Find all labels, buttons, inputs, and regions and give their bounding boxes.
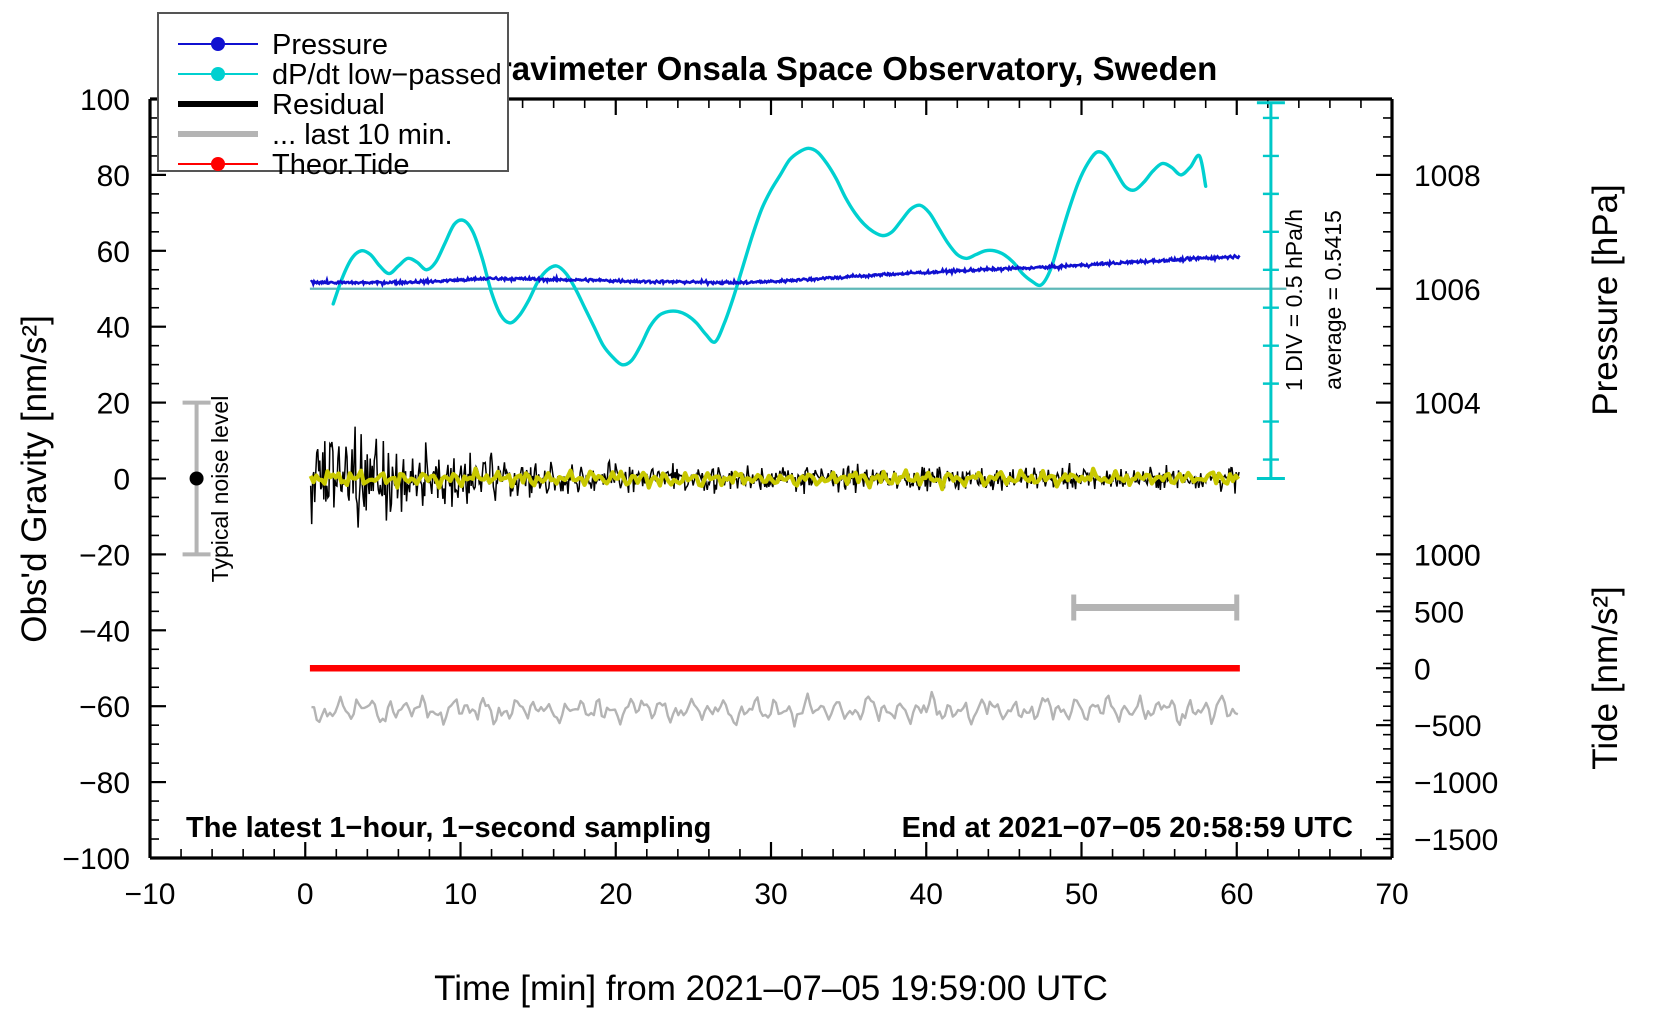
y-tick-label: 100	[80, 84, 130, 117]
legend-item-3[interactable]: Residual	[178, 89, 385, 121]
series-dpdt-lowpassed	[331, 146, 1208, 367]
x-tick-label: 50	[1065, 878, 1098, 911]
y-axis-title-left: Obs'd Gravity [nm/s²]	[15, 315, 54, 643]
series-pressure	[309, 253, 1241, 288]
legend-item-5[interactable]: Theor.Tide	[178, 149, 410, 181]
noise-bar-center-dot	[189, 471, 204, 486]
legend-item-2[interactable]: dP/dt low−passed	[178, 59, 502, 91]
legend-label: Residual	[272, 89, 385, 121]
series-last-10-min	[311, 690, 1239, 728]
legend-swatch-dot	[211, 37, 225, 51]
annotations-group	[182, 101, 1285, 621]
y-tick-label: 60	[97, 236, 130, 269]
y-tick-label: −80	[79, 767, 130, 800]
y-tick-label: −100	[62, 843, 130, 876]
pressure-tick-label: 1008	[1414, 160, 1481, 193]
legend-swatch-dot	[211, 157, 225, 171]
data-series-group	[308, 146, 1287, 728]
y-tick-label: −60	[79, 691, 130, 724]
y-tick-label: 20	[97, 388, 130, 421]
y-tick-label: −40	[79, 615, 130, 648]
legend-swatch-dot	[211, 67, 225, 81]
x-tick-label: −10	[125, 878, 176, 911]
legend-label: dP/dt low−passed	[272, 59, 502, 91]
tide-tick-label: 500	[1414, 596, 1464, 629]
legend-item-1[interactable]: Pressure	[178, 29, 388, 61]
x-tick-label: 0	[297, 878, 314, 911]
x-tick-label: 40	[910, 878, 943, 911]
legend-label: Pressure	[272, 29, 388, 61]
tide-tick-label: −1000	[1414, 767, 1498, 800]
legend-label: Theor.Tide	[272, 149, 410, 181]
latest-sampling-note: The latest 1−hour, 1−second sampling	[186, 812, 711, 844]
x-tick-label: 20	[599, 878, 632, 911]
y-tick-label: 40	[97, 312, 130, 345]
legend-label: ... last 10 min.	[272, 119, 453, 151]
x-tick-label: 30	[754, 878, 787, 911]
end-time-note: End at 2021−07−05 20:58:59 UTC	[902, 812, 1353, 844]
average-note: average = 0.5415	[1320, 210, 1346, 390]
pressure-tick-label: 1004	[1414, 388, 1481, 421]
y-axis-title-tide: Tide [nm/s²]	[1586, 586, 1625, 769]
div-scale-note: 1 DIV = 0.5 hPa/h	[1281, 209, 1307, 391]
y-tick-label: −20	[79, 539, 130, 572]
y-axis-title-pressure: Pressure [hPa]	[1586, 184, 1625, 416]
tide-tick-label: −1500	[1414, 824, 1498, 857]
x-tick-label: 60	[1220, 878, 1253, 911]
pressure-tick-label: 1000	[1414, 539, 1481, 572]
tide-tick-label: 0	[1414, 653, 1431, 686]
x-tick-label: 10	[444, 878, 477, 911]
x-axis-title: Time [min] from 2021–07–05 19:59:00 UTC	[434, 969, 1108, 1008]
y-tick-label: 0	[113, 464, 130, 497]
legend-item-4[interactable]: ... last 10 min.	[178, 119, 453, 151]
y-tick-label: 80	[97, 160, 130, 193]
tide-tick-label: 1000	[1414, 539, 1481, 572]
series-residual-smoothed	[308, 466, 1241, 492]
pressure-tick-label: 1006	[1414, 274, 1481, 307]
typical-noise-level-note: Typical noise level	[207, 396, 233, 583]
tick-labels-group: −10 0 10 20 30 40 50 60 70100806040200−20−40−60−…	[62, 84, 1498, 911]
x-tick-label: 70	[1375, 878, 1408, 911]
tide-tick-label: −500	[1414, 710, 1482, 743]
